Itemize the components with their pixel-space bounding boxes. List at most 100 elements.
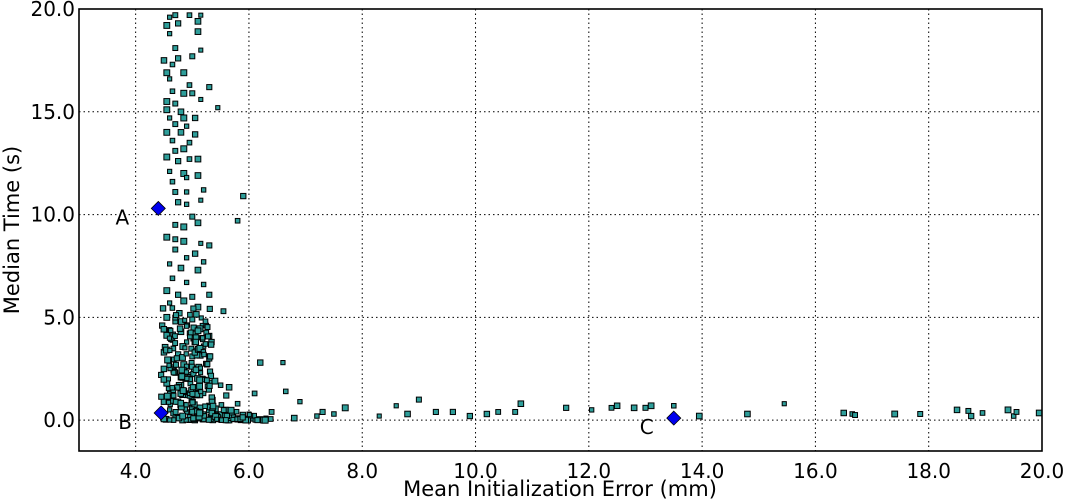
data-point — [168, 327, 174, 334]
x-tick-label: 6.0 — [233, 459, 265, 483]
data-point — [178, 366, 186, 374]
data-point — [180, 223, 188, 231]
data-point — [207, 372, 215, 380]
data-point — [214, 416, 220, 422]
highlight-marker-c — [666, 410, 682, 426]
data-point — [189, 408, 196, 415]
data-point — [169, 305, 176, 311]
data-point — [198, 315, 204, 321]
data-point — [198, 389, 204, 395]
data-point — [172, 246, 179, 253]
data-point — [234, 217, 241, 224]
data-point — [177, 108, 185, 116]
data-point — [282, 388, 289, 395]
x-tick-label: 4.0 — [120, 459, 152, 483]
data-point — [204, 324, 211, 331]
data-point — [200, 259, 207, 265]
data-point — [512, 408, 519, 415]
data-point — [177, 264, 185, 272]
data-point — [979, 410, 986, 416]
highlight-marker-b — [153, 405, 169, 421]
data-point — [172, 333, 178, 340]
data-point — [180, 145, 188, 153]
data-point — [196, 382, 204, 390]
data-point — [194, 266, 202, 274]
data-point — [207, 341, 215, 348]
data-point — [220, 308, 227, 315]
data-point — [163, 313, 171, 321]
data-point — [170, 369, 177, 376]
data-point — [167, 261, 173, 267]
data-point — [167, 347, 173, 354]
plot-frame — [78, 8, 1043, 452]
data-point — [175, 291, 182, 298]
data-point — [240, 192, 247, 200]
y-tick-label: 10.0 — [30, 203, 75, 227]
data-point — [695, 412, 703, 420]
data-point — [189, 399, 196, 406]
data-point — [172, 147, 179, 154]
data-point — [200, 187, 207, 193]
data-point — [198, 240, 204, 246]
data-point — [183, 369, 190, 375]
data-point — [204, 333, 211, 340]
data-point — [209, 402, 217, 410]
data-point — [192, 338, 200, 346]
data-point — [177, 399, 185, 407]
data-point — [166, 399, 172, 405]
data-point — [183, 351, 189, 357]
data-point — [167, 300, 173, 306]
data-point — [196, 409, 204, 417]
data-point — [230, 416, 236, 422]
data-point — [198, 197, 204, 203]
data-point — [183, 201, 190, 207]
y-tick-label: 0.0 — [43, 408, 75, 432]
data-point — [206, 382, 213, 389]
data-point — [176, 325, 184, 332]
data-point — [172, 121, 179, 128]
data-point — [852, 412, 859, 418]
data-point — [314, 413, 320, 419]
data-point — [204, 361, 211, 368]
data-point — [218, 402, 225, 408]
grid-lines — [79, 9, 1042, 451]
data-point — [183, 189, 190, 195]
data-point — [180, 69, 188, 77]
data-point — [268, 409, 275, 415]
data-point — [404, 410, 411, 418]
y-tick-label: 5.0 — [43, 305, 75, 329]
data-point — [193, 311, 200, 318]
x-tick-label: 20.0 — [1020, 459, 1065, 483]
data-point — [163, 106, 171, 114]
data-point — [198, 96, 204, 102]
data-point — [160, 57, 168, 64]
data-point — [613, 402, 621, 410]
highlighted-points: A B C — [115, 200, 682, 439]
data-point — [204, 377, 210, 384]
data-point — [1013, 409, 1020, 415]
data-point — [393, 403, 399, 409]
data-point — [180, 114, 188, 122]
annotation-c: C — [640, 415, 654, 439]
data-point — [188, 345, 195, 352]
data-point — [169, 275, 176, 282]
data-point — [186, 82, 193, 88]
data-point — [206, 84, 213, 91]
data-point — [177, 129, 185, 136]
data-point — [202, 318, 209, 325]
data-point — [194, 219, 202, 227]
data-point — [192, 366, 200, 374]
data-point — [172, 12, 179, 19]
data-point — [165, 376, 172, 382]
data-point — [180, 237, 188, 245]
data-point — [172, 408, 179, 415]
annotation-a: A — [115, 205, 129, 229]
x-tick-labels: 4.0 6.0 8.0 10.0 12.0 14.0 16.0 18.0 20.0 — [120, 459, 1065, 483]
data-point — [166, 335, 173, 341]
y-tick-label: 20.0 — [30, 0, 75, 21]
data-point — [495, 409, 502, 415]
data-point — [261, 416, 269, 424]
data-point — [172, 189, 179, 195]
data-point — [891, 410, 899, 418]
data-point — [211, 377, 219, 385]
